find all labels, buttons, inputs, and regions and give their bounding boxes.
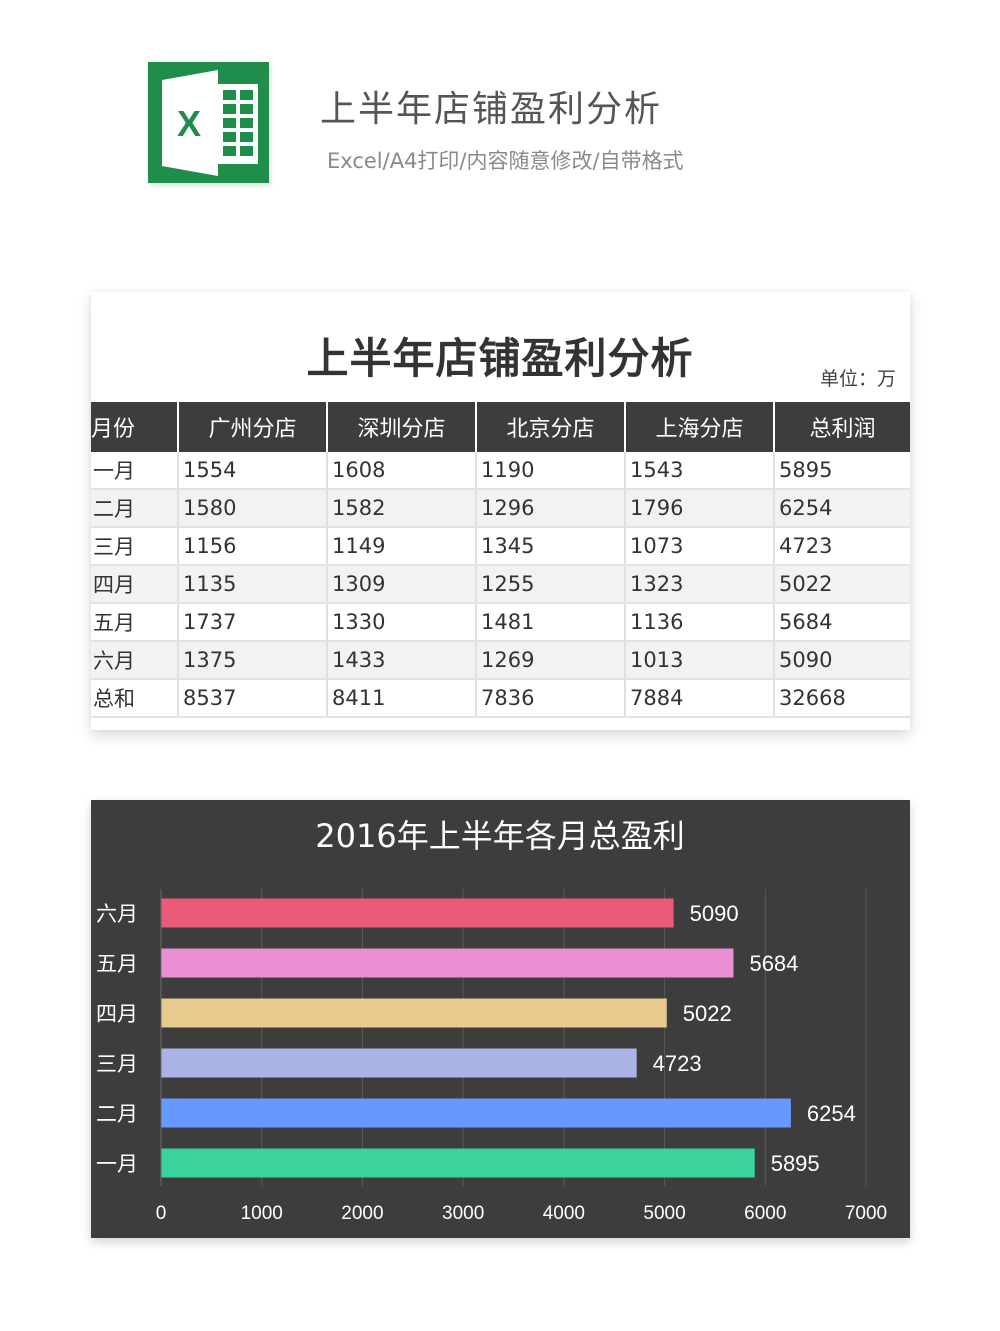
unit-label: 单位：万 [820,368,897,390]
y-category-label: 六月 [96,902,138,926]
bar-chart: 0 1000 2000 3000 4000 5000 6000 7000 5895 一月 6254 二… [96,889,887,1224]
table-row: 六月 1375 1433 1269 1013 5090 [91,641,910,680]
bar-2 [161,1048,637,1078]
table-cell: 四月 [91,565,178,604]
table-cell: 8411 [326,679,476,718]
bar-1 [161,1098,791,1128]
table-cell: 五月 [91,603,178,642]
chart-title: 2016年上半年各月总盈利 [315,817,685,855]
x-tick-label: 5000 [643,1203,685,1224]
table-cell: 1796 [624,489,774,528]
table-cell: 1149 [326,527,476,566]
column-header: 广州分店 [177,402,327,452]
x-tick-label: 1000 [241,1203,283,1224]
table-row: 一月 1554 1608 1190 1543 5895 [91,452,910,490]
table-cell: 7836 [475,679,625,718]
bar-0 [161,1148,755,1178]
table-cell: 1309 [326,565,476,604]
table-cell: 1156 [177,527,327,566]
x-tick-label: 2000 [341,1203,383,1224]
chart-panel: 0 1000 2000 3000 4000 5000 6000 7000 5895 一月 6254 二… [91,800,910,1238]
table-cell: 1190 [475,452,625,490]
table-row: 三月 1156 1149 1345 1073 4723 [91,527,910,566]
data-label: 4723 [653,1051,702,1076]
data-label: 5684 [749,951,798,976]
table-cell: 1269 [475,641,625,680]
table-row: 二月 1580 1582 1296 1796 6254 [91,489,910,528]
bar-5 [161,898,674,928]
column-header: 月份 [91,402,178,452]
table-cell: 5684 [773,603,910,642]
bar-3 [161,998,667,1028]
table-cell: 一月 [91,452,178,490]
bar-4 [161,948,734,978]
x-tick-label: 7000 [845,1203,887,1224]
y-category-label: 四月 [96,1002,138,1026]
table-cell: 5090 [773,641,910,680]
table-row: 五月 1737 1330 1481 1136 5684 [91,603,910,642]
table-cell: 1013 [624,641,774,680]
table-cell: 32668 [773,679,910,718]
y-category-label: 五月 [96,952,138,976]
table-cell: 六月 [91,641,178,680]
table-cell: 1481 [475,603,625,642]
table-cell: 1608 [326,452,476,490]
column-header: 北京分店 [475,402,625,452]
data-label: 5090 [690,901,739,926]
logo-letter: X [177,103,201,144]
y-category-label: 一月 [96,1152,138,1176]
table-cell: 总和 [91,679,178,718]
table-cell: 1580 [177,489,327,528]
table-cell: 1554 [177,452,327,490]
table-row: 四月 1135 1309 1255 1323 5022 [91,565,910,604]
column-header: 上海分店 [624,402,774,452]
excel-logo-icon: X [148,62,269,183]
table-cell: 8537 [177,679,327,718]
page-title: 上半年店铺盈利分析 [320,89,663,130]
y-category-label: 二月 [96,1102,138,1126]
table-cell: 1345 [475,527,625,566]
table-cell: 三月 [91,527,178,566]
data-label: 5895 [771,1151,820,1176]
table-header-row: 月份 广州分店 深圳分店 北京分店 上海分店 总利润 [91,402,910,452]
table-cell: 1296 [475,489,625,528]
table-cell: 1737 [177,603,327,642]
table-cell: 6254 [773,489,910,528]
x-tick-label: 0 [156,1203,167,1224]
page-subtitle: Excel/A4打印/内容随意修改/自带格式 [327,149,684,173]
column-header: 深圳分店 [326,402,476,452]
table-cell: 1375 [177,641,327,680]
data-label: 5022 [683,1001,732,1026]
table-cell: 1543 [624,452,774,490]
table-cell: 1323 [624,565,774,604]
table-cell: 4723 [773,527,910,566]
table-cell: 1073 [624,527,774,566]
table-total-row: 总和 8537 8411 7836 7884 32668 [91,679,910,718]
table-cell: 1433 [326,641,476,680]
table-cell: 1136 [624,603,774,642]
table-cell: 1255 [475,565,625,604]
table-cell: 1582 [326,489,476,528]
profit-table: 月份 广州分店 深圳分店 北京分店 上海分店 总利润 一月 1554 1608 … [91,402,910,718]
table-cell: 1330 [326,603,476,642]
table-cell: 7884 [624,679,774,718]
table-cell: 1135 [177,565,327,604]
table-title: 上半年店铺盈利分析 [306,334,694,383]
column-header: 总利润 [773,402,910,452]
x-tick-label: 4000 [543,1203,585,1224]
table-cell: 二月 [91,489,178,528]
x-tick-label: 3000 [442,1203,484,1224]
y-category-label: 三月 [96,1052,138,1076]
table-cell: 5895 [773,452,910,490]
data-label: 6254 [807,1101,856,1126]
table-cell: 5022 [773,565,910,604]
x-tick-label: 6000 [744,1203,786,1224]
